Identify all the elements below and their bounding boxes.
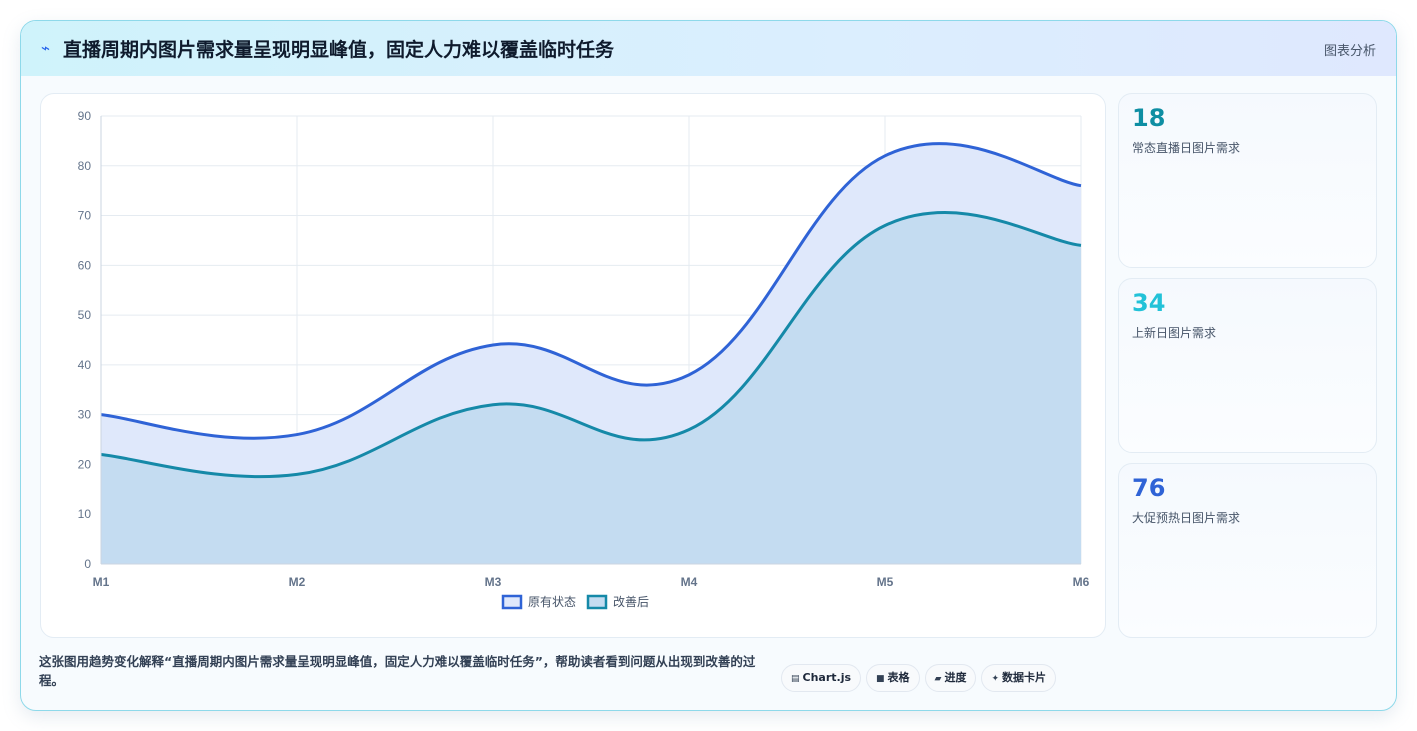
y-tick-label: 90: [78, 109, 92, 123]
y-tick-label: 80: [78, 159, 92, 173]
lightning-icon: ⌁: [41, 39, 51, 57]
chip-label: 进度: [944, 671, 967, 684]
stat-value: 34: [1132, 289, 1166, 317]
chip-data-card[interactable]: ✦ 数据卡片: [981, 664, 1057, 692]
stat-value: 18: [1132, 104, 1166, 132]
chip-progress[interactable]: ▰ 进度: [924, 664, 977, 692]
series-line-1: [100, 211, 1082, 479]
x-tick-label: M2: [289, 575, 306, 589]
card-header: ⌁ 直播周期内图片需求量呈现明显峰值，固定人力难以覆盖临时任务 图表分析: [21, 21, 1396, 76]
stat-label: 上新日图片需求: [1132, 326, 1217, 340]
table-icon: ■: [876, 674, 885, 684]
stat-value: 76: [1132, 474, 1166, 502]
stat-label: 常态直播日图片需求: [1132, 141, 1241, 155]
y-tick-label: 40: [78, 358, 92, 372]
chart-icon: ▤: [791, 674, 800, 684]
header-tag: 图表分析: [1323, 44, 1376, 59]
y-tick-label: 20: [78, 457, 92, 471]
page-title: 直播周期内图片需求量呈现明显峰值，固定人力难以覆盖临时任务: [63, 39, 615, 61]
x-tick-label: M5: [877, 575, 894, 589]
chip-chartjs[interactable]: ▤ Chart.js: [781, 664, 862, 692]
tag-chips: ▤ Chart.js ■ 表格 ▰ 进度 ✦ 数据卡片: [781, 664, 1061, 692]
progress-icon: ▰: [934, 674, 942, 684]
chip-label: 表格: [887, 671, 910, 684]
series-line-0: [100, 142, 1082, 440]
chip-table[interactable]: ■ 表格: [866, 664, 920, 692]
area-chart: 0 10 20 30 40 50 60 70 80 90 M1 M2 M3 M4 M5 M6 原有状态 改善后: [78, 109, 1090, 610]
series-area-1: [101, 212, 1081, 564]
y-tick-label: 50: [78, 308, 92, 322]
y-tick-label: 70: [78, 209, 92, 223]
chip-label: Chart.js: [802, 671, 852, 684]
stat-card-regular: 18 常态直播日图片需求: [1118, 93, 1377, 268]
main-card: ⌁ 直播周期内图片需求量呈现明显峰值，固定人力难以覆盖临时任务 图表分析 0 10…: [20, 20, 1397, 711]
y-tick-label: 60: [78, 258, 92, 272]
legend-swatch-1: [586, 594, 608, 610]
chip-label: 数据卡片: [1002, 671, 1047, 684]
stat-card-promo: 76 大促预热日图片需求: [1118, 463, 1377, 638]
legend-label-1: 改善后: [613, 594, 649, 609]
legend-swatch-0: [501, 594, 523, 610]
y-tick-label: 10: [78, 507, 92, 521]
stat-card-new-launch: 34 上新日图片需求: [1118, 278, 1377, 453]
x-tick-label: M6: [1073, 575, 1090, 589]
x-tick-label: M4: [681, 575, 698, 589]
legend-label-0: 原有状态: [528, 595, 576, 609]
stat-label: 大促预热日图片需求: [1132, 511, 1241, 525]
x-tick-label: M3: [485, 575, 502, 589]
y-tick-label: 0: [84, 557, 91, 571]
chart-description: 这张图用趋势变化解释“直播周期内图片需求量呈现明显峰值，固定人力难以覆盖临时任务…: [39, 654, 756, 688]
sparkle-icon: ✦: [991, 674, 1000, 684]
x-tick-label: M1: [93, 575, 110, 589]
y-tick-label: 30: [78, 408, 92, 422]
chart-panel: 0 10 20 30 40 50 60 70 80 90 M1 M2 M3 M4 M5 M6 原有状态 改善后: [40, 93, 1106, 638]
